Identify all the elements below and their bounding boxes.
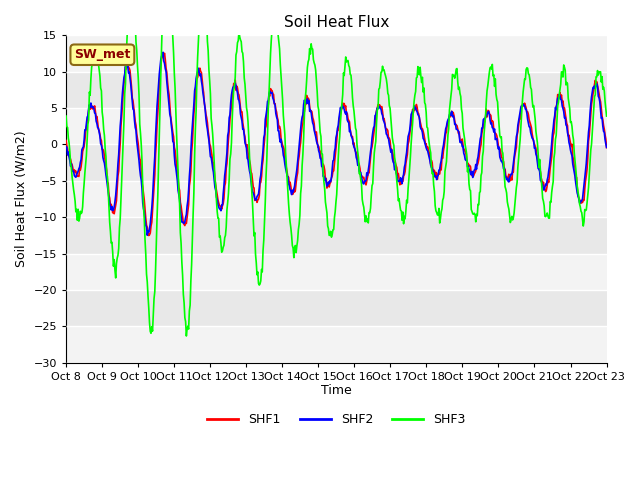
X-axis label: Time: Time (321, 384, 352, 397)
Bar (66, 36, 607, 72)
Legend: SHF1, SHF2, SHF3: SHF1, SHF2, SHF3 (202, 408, 470, 431)
Y-axis label: Soil Heat Flux (W/m2): Soil Heat Flux (W/m2) (15, 131, 28, 267)
Text: SW_met: SW_met (74, 48, 131, 61)
Bar (66, 108, 607, 144)
Bar (66, 326, 607, 362)
Bar (66, 253, 607, 290)
Title: Soil Heat Flux: Soil Heat Flux (284, 15, 389, 30)
Bar (66, 181, 607, 217)
